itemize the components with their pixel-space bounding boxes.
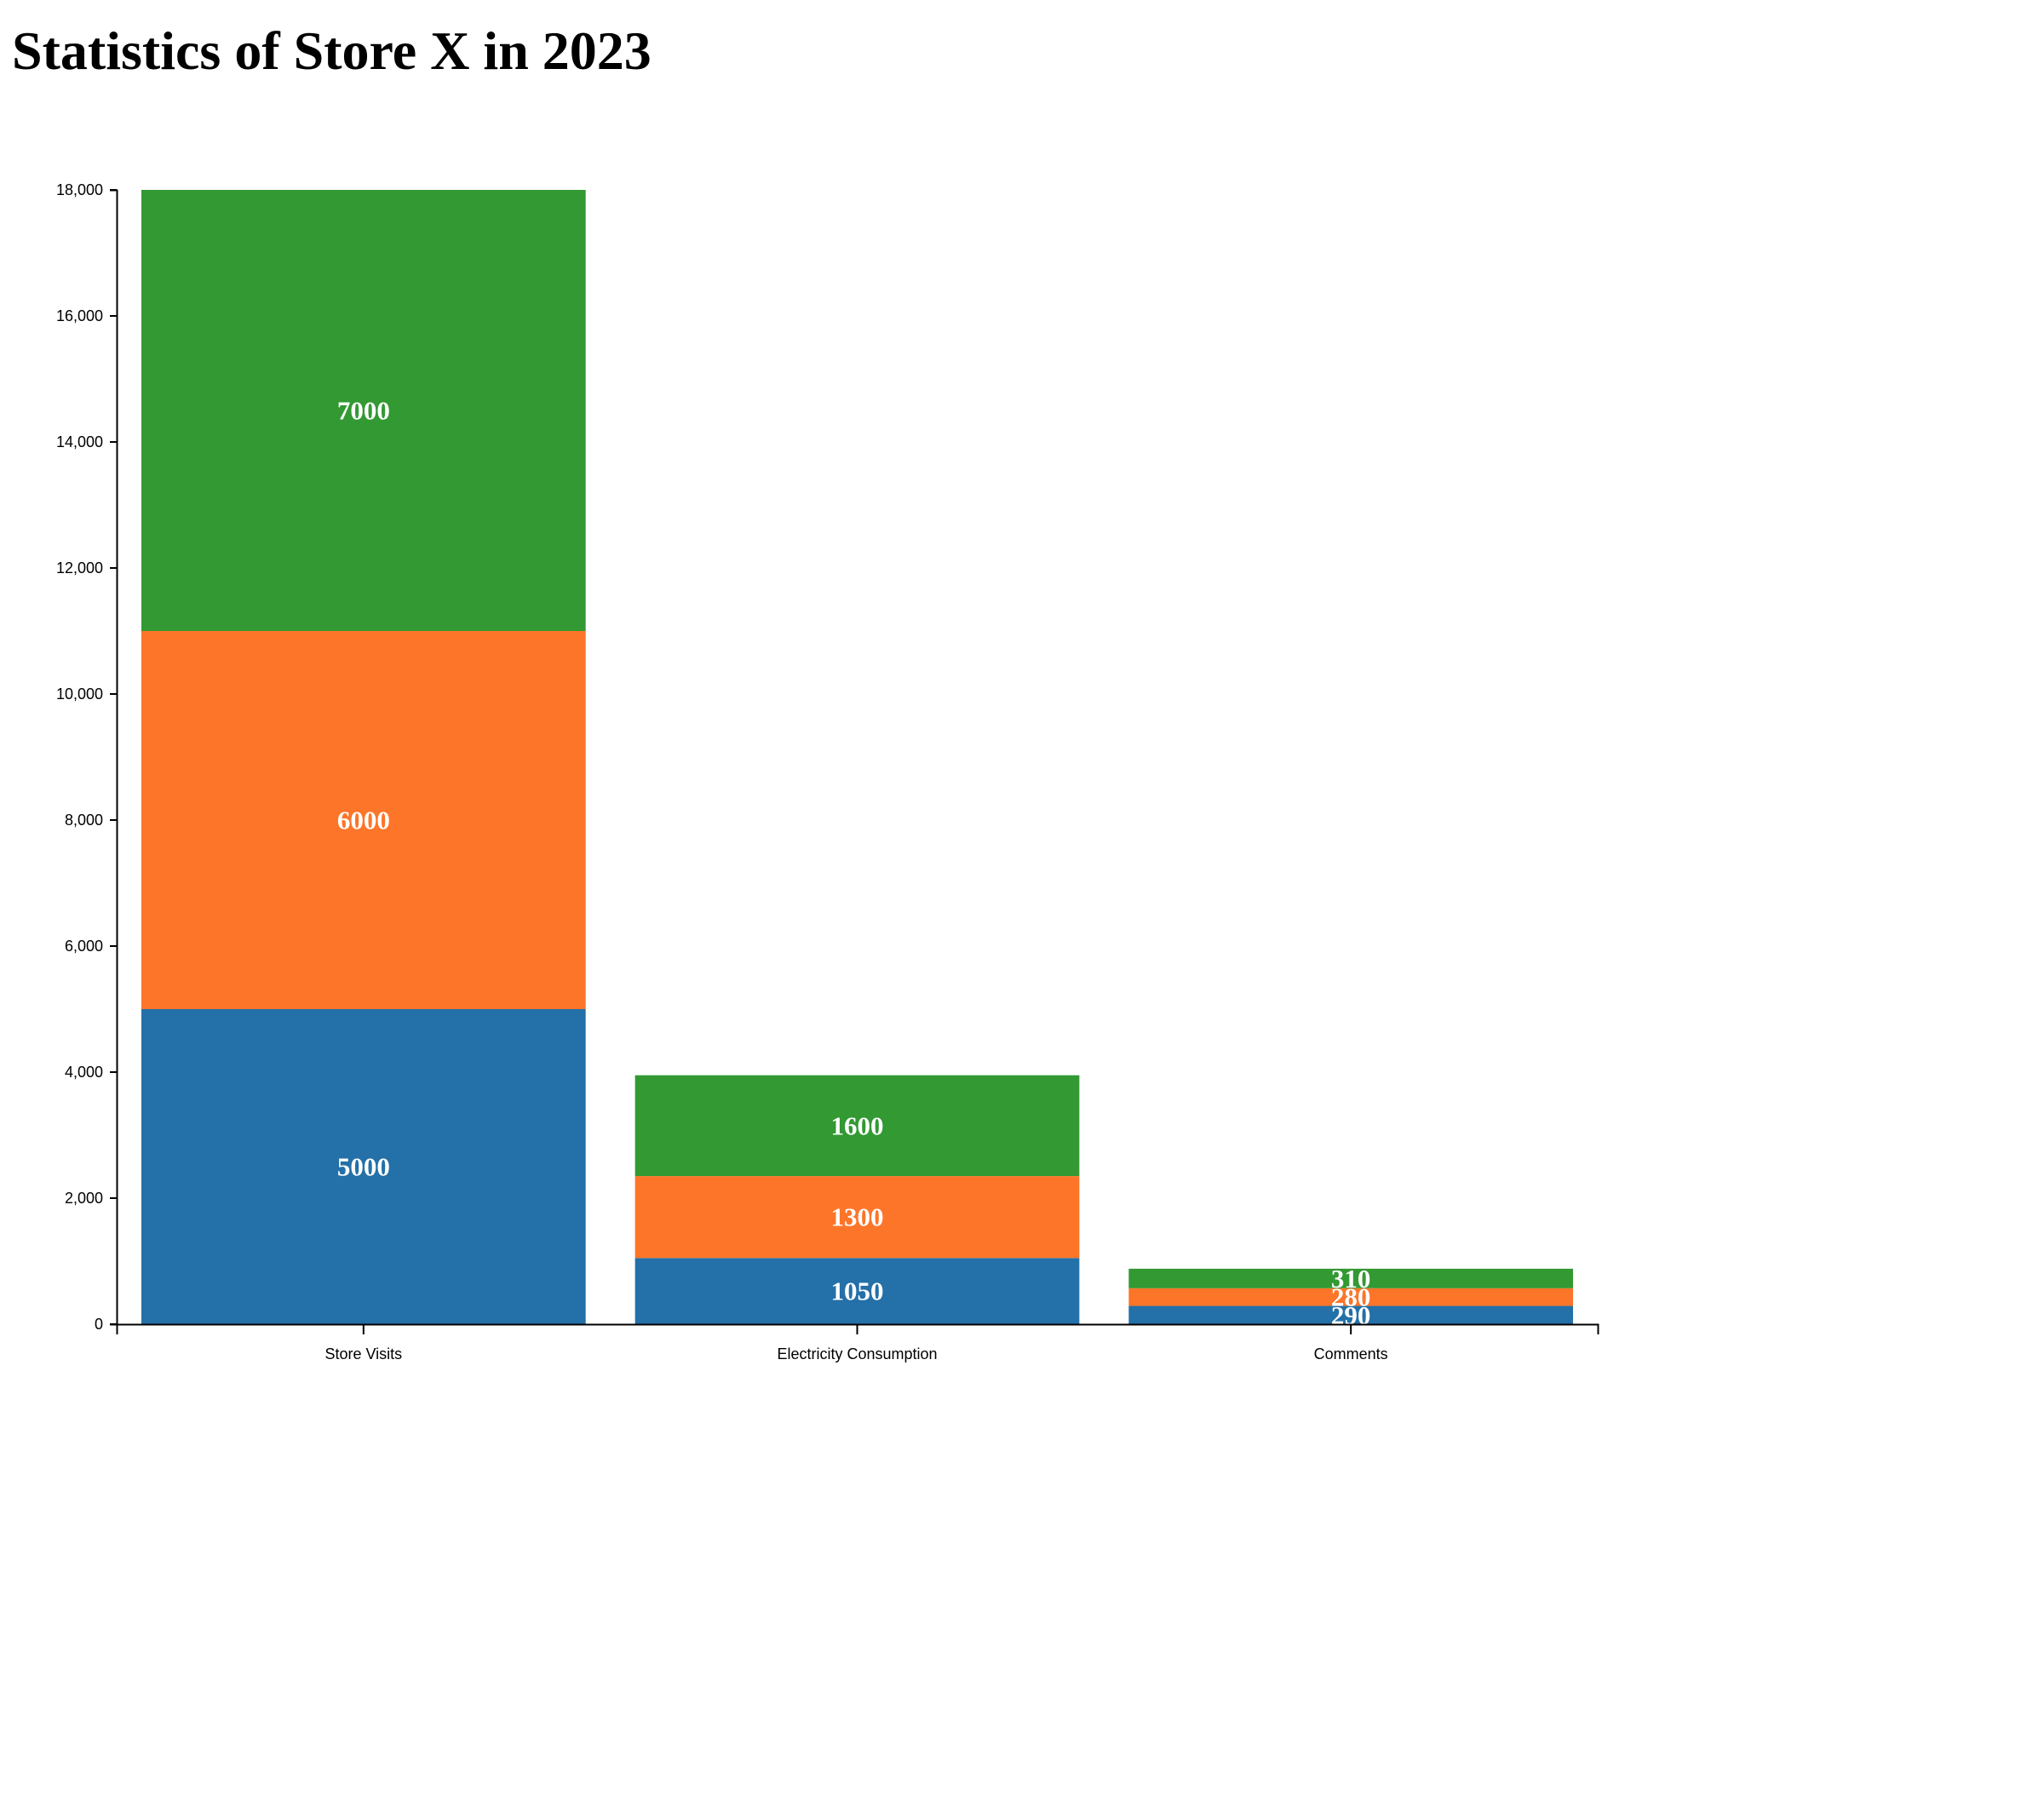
- y-tick-label: 2,000: [65, 1190, 103, 1207]
- bar-segment: [1128, 1288, 1574, 1306]
- bar-value-label: 5000: [337, 1152, 390, 1182]
- bars-layer: [141, 190, 1574, 1324]
- y-tick-label: 8,000: [65, 812, 103, 829]
- bar-segment: [141, 631, 586, 1009]
- bar-value-label: 1300: [831, 1202, 884, 1232]
- bar-segment: [141, 1009, 586, 1324]
- y-tick-label: 12,000: [56, 559, 103, 577]
- y-tick-label: 16,000: [56, 307, 103, 324]
- y-axis-line: [110, 189, 118, 1326]
- y-tick-label: 10,000: [56, 686, 103, 703]
- y-tick-label: 18,000: [56, 181, 103, 198]
- y-tick-label: 14,000: [56, 433, 103, 450]
- bar-segment: [1128, 1268, 1574, 1288]
- bar-value-label: 1600: [831, 1110, 884, 1140]
- bar-segment: [634, 1176, 1080, 1259]
- bar-value-label: 7000: [337, 396, 390, 426]
- x-tick-label: Comments: [1314, 1345, 1388, 1362]
- x-tick-label: Electricity Consumption: [777, 1345, 937, 1362]
- x-axis: Store Visits Electricity Consumption Comme…: [116, 1323, 1599, 1362]
- chart-title: Statistics of Store X in 2023: [12, 20, 652, 81]
- bar-value-label: 6000: [337, 806, 390, 835]
- bar-segment: [141, 190, 586, 631]
- bar-value-label: 1050: [831, 1276, 884, 1306]
- bar-value-label: 280: [1331, 1282, 1371, 1312]
- bar-segment: [634, 1258, 1080, 1324]
- y-tick-label: 0: [95, 1316, 103, 1333]
- y-axis: 0 2,000 4,000 6,000 8,000 10,000 12,000 14,000 1…: [56, 181, 118, 1333]
- bar-segment: [634, 1075, 1080, 1177]
- y-tick-label: 4,000: [65, 1064, 103, 1081]
- y-tick-label: 6,000: [65, 938, 103, 955]
- bar-value-label: 310: [1331, 1264, 1371, 1294]
- x-tick-label: Store Visits: [324, 1345, 402, 1362]
- bar-segment: [1128, 1305, 1574, 1324]
